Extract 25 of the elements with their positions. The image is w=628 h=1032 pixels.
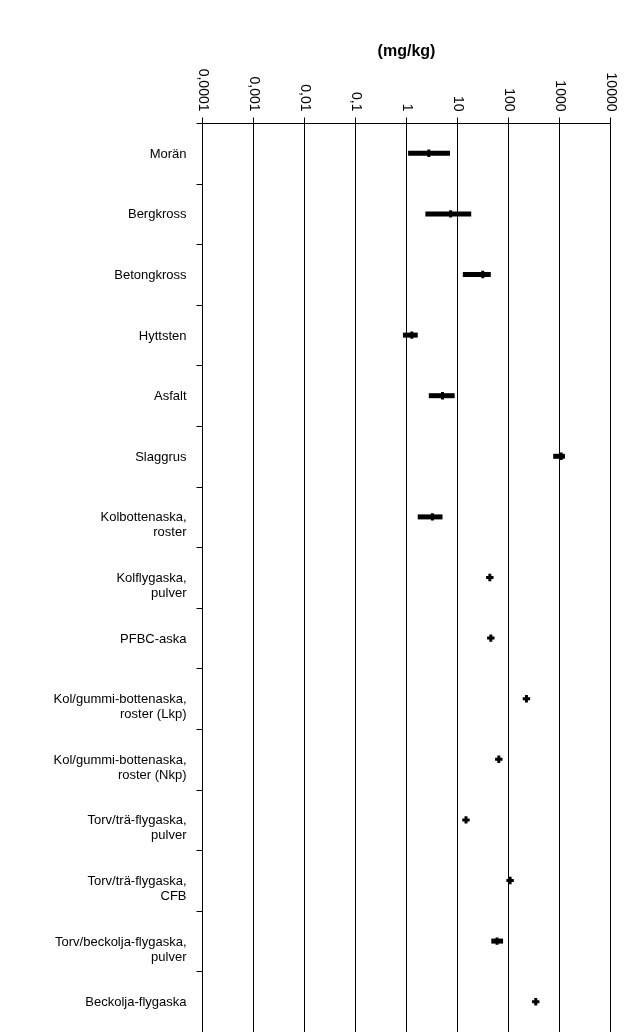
y-tick-label: Torv/trä-flygaska, pulver	[87, 812, 188, 843]
y-tick-label: Hyttsten	[138, 327, 187, 343]
x-tick-label: 10000	[603, 72, 620, 112]
x-tick-label: 1	[399, 103, 416, 112]
x-tick-label: 0,0001	[195, 68, 212, 112]
y-tick-label: Torv/beckolja-flygaska, pulver	[55, 933, 188, 964]
y-tick-label: Kolflygaska, pulver	[116, 570, 188, 600]
y-tick-label: Betongkross	[114, 267, 187, 282]
x-tick-label: 0,01	[297, 84, 314, 112]
x-tick-label: 10	[450, 95, 467, 112]
x-tick-label: 100	[501, 88, 518, 112]
y-tick-label: Kol/gummi-bottenaska, roster (Nkp)	[53, 751, 187, 782]
x-tick-label: 0,001	[246, 76, 263, 112]
y-tick-label: Bergkross	[127, 206, 187, 222]
x-tick-label: 0,1	[348, 92, 365, 112]
y-tick-label: Kol/gummi-bottenaska, roster (Lkp)	[53, 691, 187, 722]
y-tick-label: Asfalt	[153, 388, 187, 404]
x-tick-label: 1000	[552, 80, 569, 112]
y-tick-label: PFBC-aska	[120, 630, 188, 646]
y-tick-label: Kolbottenaska, roster	[100, 509, 188, 540]
y-tick-label: Beckolja-flygaska	[85, 994, 188, 1010]
y-tick-label: Torv/trä-flygaska, CFB	[87, 873, 187, 903]
x-axis-title: (mg/kg)	[377, 41, 436, 59]
y-tick-label: Slaggrus	[135, 448, 187, 464]
y-tick-label: Morän	[149, 145, 187, 161]
